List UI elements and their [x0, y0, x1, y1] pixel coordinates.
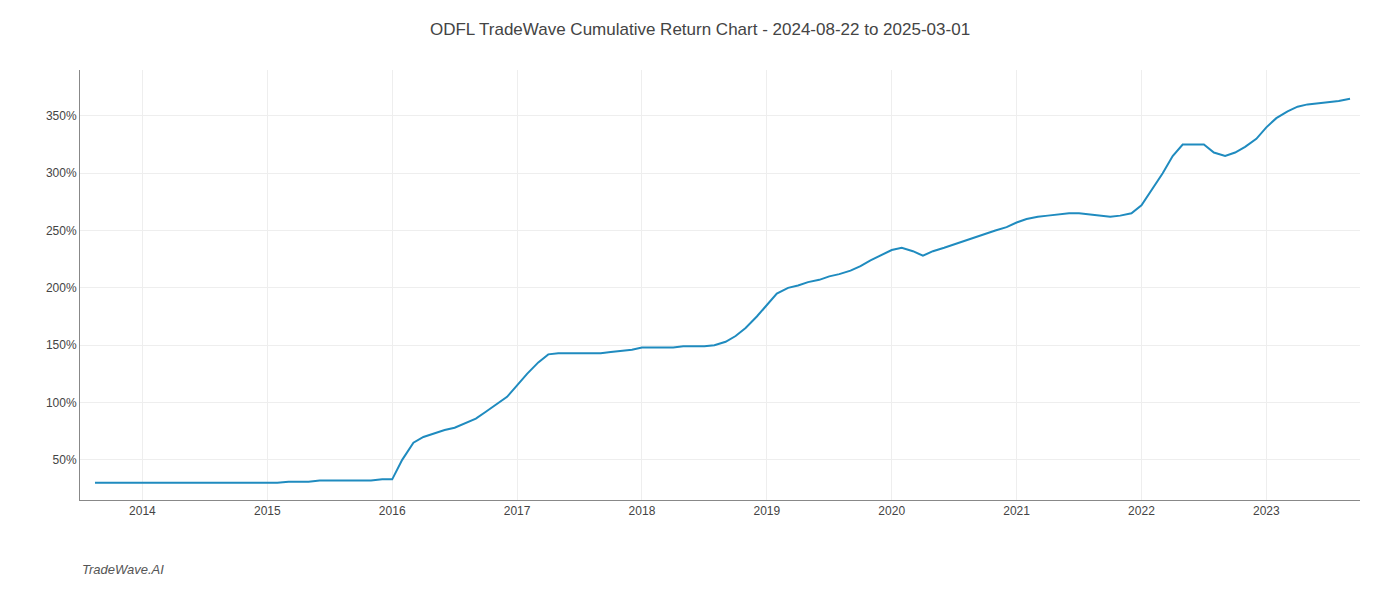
svg-text:150%: 150%: [46, 338, 77, 352]
svg-text:300%: 300%: [46, 166, 77, 180]
svg-text:100%: 100%: [46, 396, 77, 410]
svg-text:2023: 2023: [1253, 504, 1280, 518]
svg-text:2014: 2014: [129, 504, 156, 518]
svg-text:ODFL TradeWave Cumulative Retu: ODFL TradeWave Cumulative Return Chart -…: [430, 20, 970, 39]
svg-text:250%: 250%: [46, 224, 77, 238]
svg-text:2018: 2018: [629, 504, 656, 518]
svg-text:2022: 2022: [1128, 504, 1155, 518]
svg-text:TradeWave.AI: TradeWave.AI: [82, 562, 164, 577]
svg-text:2016: 2016: [379, 504, 406, 518]
svg-text:50%: 50%: [53, 453, 77, 467]
svg-text:2019: 2019: [753, 504, 780, 518]
svg-text:2021: 2021: [1003, 504, 1030, 518]
svg-text:2020: 2020: [878, 504, 905, 518]
svg-text:200%: 200%: [46, 281, 77, 295]
svg-text:2017: 2017: [504, 504, 531, 518]
svg-text:2015: 2015: [254, 504, 281, 518]
svg-text:350%: 350%: [46, 109, 77, 123]
